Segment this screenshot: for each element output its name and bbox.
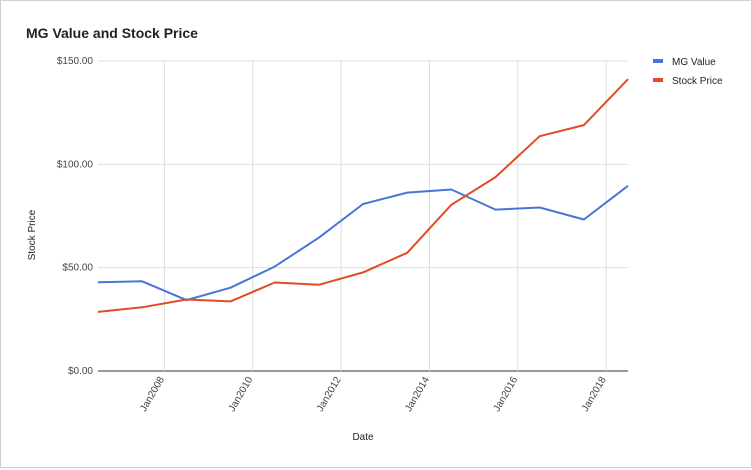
series-line-mg-value (97, 185, 629, 302)
series-line-stock-price (97, 78, 629, 313)
x-tick-label: Jan2018 (580, 375, 609, 414)
legend-swatch (653, 78, 663, 82)
legend-label[interactable]: MG Value (672, 57, 716, 68)
x-tick-label: Jan2016 (492, 375, 521, 414)
chart-title: MG Value and Stock Price (26, 25, 198, 41)
grid-layer (98, 60, 628, 372)
x-tick-label: Jan2008 (138, 375, 167, 414)
legend-label[interactable]: Stock Price (672, 76, 723, 87)
x-axis-title: Date (352, 432, 374, 443)
x-tick-label: Jan2014 (403, 375, 432, 414)
legend[interactable]: MG Value Stock Price (653, 57, 723, 87)
series-layer (97, 78, 629, 313)
legend-swatch (653, 59, 663, 63)
y-tick-label: $0.00 (68, 366, 93, 377)
y-tick-label: $100.00 (57, 159, 94, 170)
x-tick-label: Jan2010 (227, 375, 256, 414)
x-tick-label: Jan2012 (315, 375, 344, 414)
y-tick-label: $50.00 (62, 263, 93, 274)
axis-layer: $0.00 $50.00 $100.00 $150.00 Jan2008 Jan2010 J… (57, 56, 609, 414)
y-tick-label: $150.00 (57, 56, 94, 67)
y-axis-title: Stock Price (27, 209, 38, 260)
